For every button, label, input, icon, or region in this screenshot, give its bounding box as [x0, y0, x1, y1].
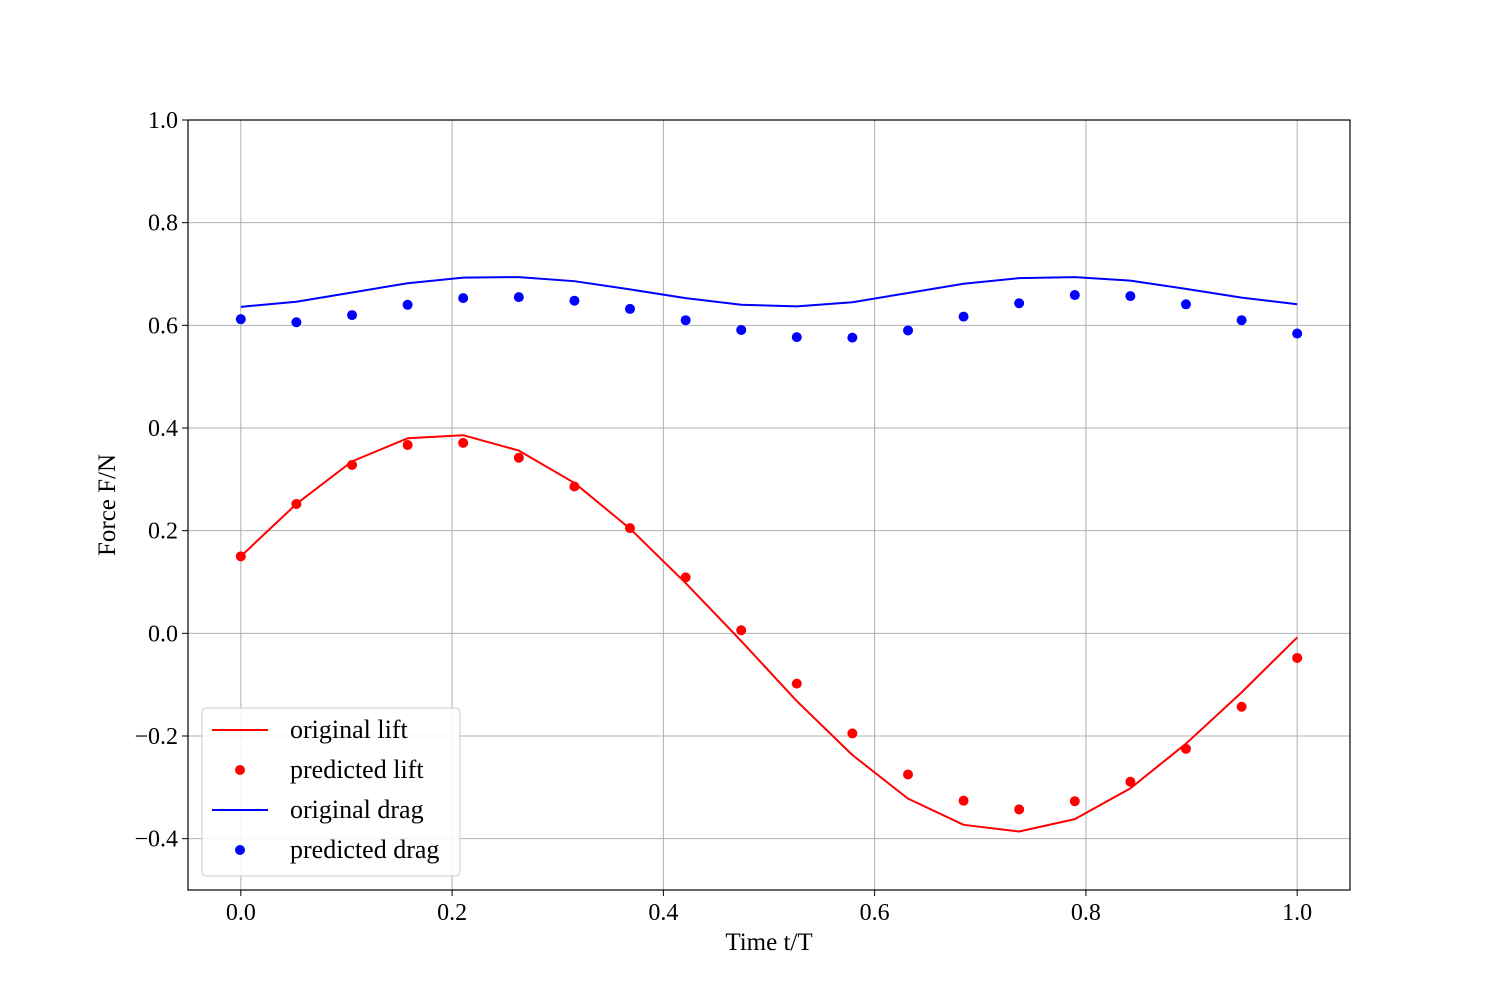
y-tick-label: 0.0	[148, 621, 178, 647]
x-axis-label: Time t/T	[725, 929, 812, 956]
data-point-predicted-lift	[1236, 701, 1247, 712]
data-point-predicted-lift	[1014, 804, 1025, 815]
y-axis-label: Force F/N	[94, 454, 121, 556]
data-point-predicted-lift	[847, 728, 858, 739]
data-point-predicted-drag	[680, 315, 691, 326]
data-point-predicted-lift	[1125, 776, 1136, 787]
y-tick-label: 1.0	[148, 108, 178, 134]
y-tick-label: 0.8	[148, 211, 178, 237]
data-point-predicted-drag	[235, 314, 246, 325]
x-tick-label: 1.0	[1282, 900, 1312, 926]
x-axis-ticks: 0.0 0.2 0.4 0.6 0.8 1.0	[226, 890, 1312, 926]
data-point-predicted-drag	[903, 325, 914, 336]
legend-marker-predicted-lift	[235, 765, 245, 775]
data-point-predicted-drag	[1069, 290, 1080, 301]
plot-series	[235, 276, 1303, 833]
x-tick-label: 0.2	[437, 900, 467, 926]
data-point-predicted-lift	[569, 481, 580, 492]
legend-box	[201, 707, 461, 877]
x-tick-label: 0.4	[648, 900, 678, 926]
plot-area-frame	[187, 119, 1351, 891]
x-tick-label: 0.8	[1071, 900, 1101, 926]
data-point-predicted-drag	[513, 292, 524, 303]
y-tick-label: 0.4	[148, 416, 178, 442]
legend-label-predicted-lift: predicted lift	[290, 755, 424, 784]
data-point-predicted-lift	[291, 498, 302, 509]
y-axis-ticks: −0.4 −0.2 0.0 0.2 0.4 0.6 0.8 1.0	[134, 108, 188, 853]
data-point-predicted-drag	[736, 324, 747, 335]
data-point-predicted-drag	[624, 303, 635, 314]
data-point-predicted-drag	[347, 310, 358, 321]
data-point-predicted-drag	[402, 299, 413, 310]
data-point-predicted-lift	[1069, 796, 1080, 807]
x-tick-label: 0.6	[860, 900, 890, 926]
data-point-predicted-drag	[291, 317, 302, 328]
data-point-predicted-drag	[569, 295, 580, 306]
y-tick-label: −0.4	[134, 827, 178, 853]
y-tick-label: −0.2	[134, 724, 178, 750]
data-point-predicted-lift	[736, 625, 747, 636]
legend-marker-predicted-drag	[235, 845, 245, 855]
legend-label-original-drag: original drag	[290, 795, 424, 824]
data-point-predicted-lift	[1180, 743, 1191, 754]
data-point-predicted-lift	[958, 795, 969, 806]
series-line-original-lift	[240, 434, 1298, 833]
data-point-predicted-drag	[1236, 315, 1247, 326]
x-tick-label: 0.0	[226, 900, 256, 926]
data-point-predicted-lift	[680, 572, 691, 583]
data-point-predicted-lift	[791, 678, 802, 689]
data-point-predicted-lift	[235, 551, 246, 562]
y-tick-label: 0.2	[148, 519, 178, 545]
data-point-predicted-drag	[1125, 291, 1136, 302]
data-point-predicted-drag	[847, 332, 858, 343]
data-point-predicted-lift	[402, 439, 413, 450]
data-point-predicted-lift	[458, 437, 469, 448]
data-point-predicted-lift	[513, 452, 524, 463]
data-point-predicted-lift	[903, 769, 914, 780]
data-point-predicted-drag	[1292, 328, 1303, 339]
y-tick-label: 0.6	[148, 313, 178, 339]
data-point-predicted-lift	[347, 459, 358, 470]
data-point-predicted-drag	[1014, 298, 1025, 309]
legend-label-original-lift: original lift	[290, 715, 408, 744]
data-point-predicted-drag	[791, 332, 802, 343]
data-point-predicted-drag	[958, 311, 969, 322]
data-point-predicted-drag	[1180, 299, 1191, 310]
data-point-predicted-lift	[1292, 652, 1303, 663]
data-point-predicted-lift	[624, 523, 635, 534]
legend-label-predicted-drag: predicted drag	[290, 835, 439, 864]
legend: original lift predicted lift original drag…	[201, 707, 461, 877]
series-line-original-drag	[240, 276, 1298, 308]
data-point-predicted-drag	[458, 293, 469, 304]
